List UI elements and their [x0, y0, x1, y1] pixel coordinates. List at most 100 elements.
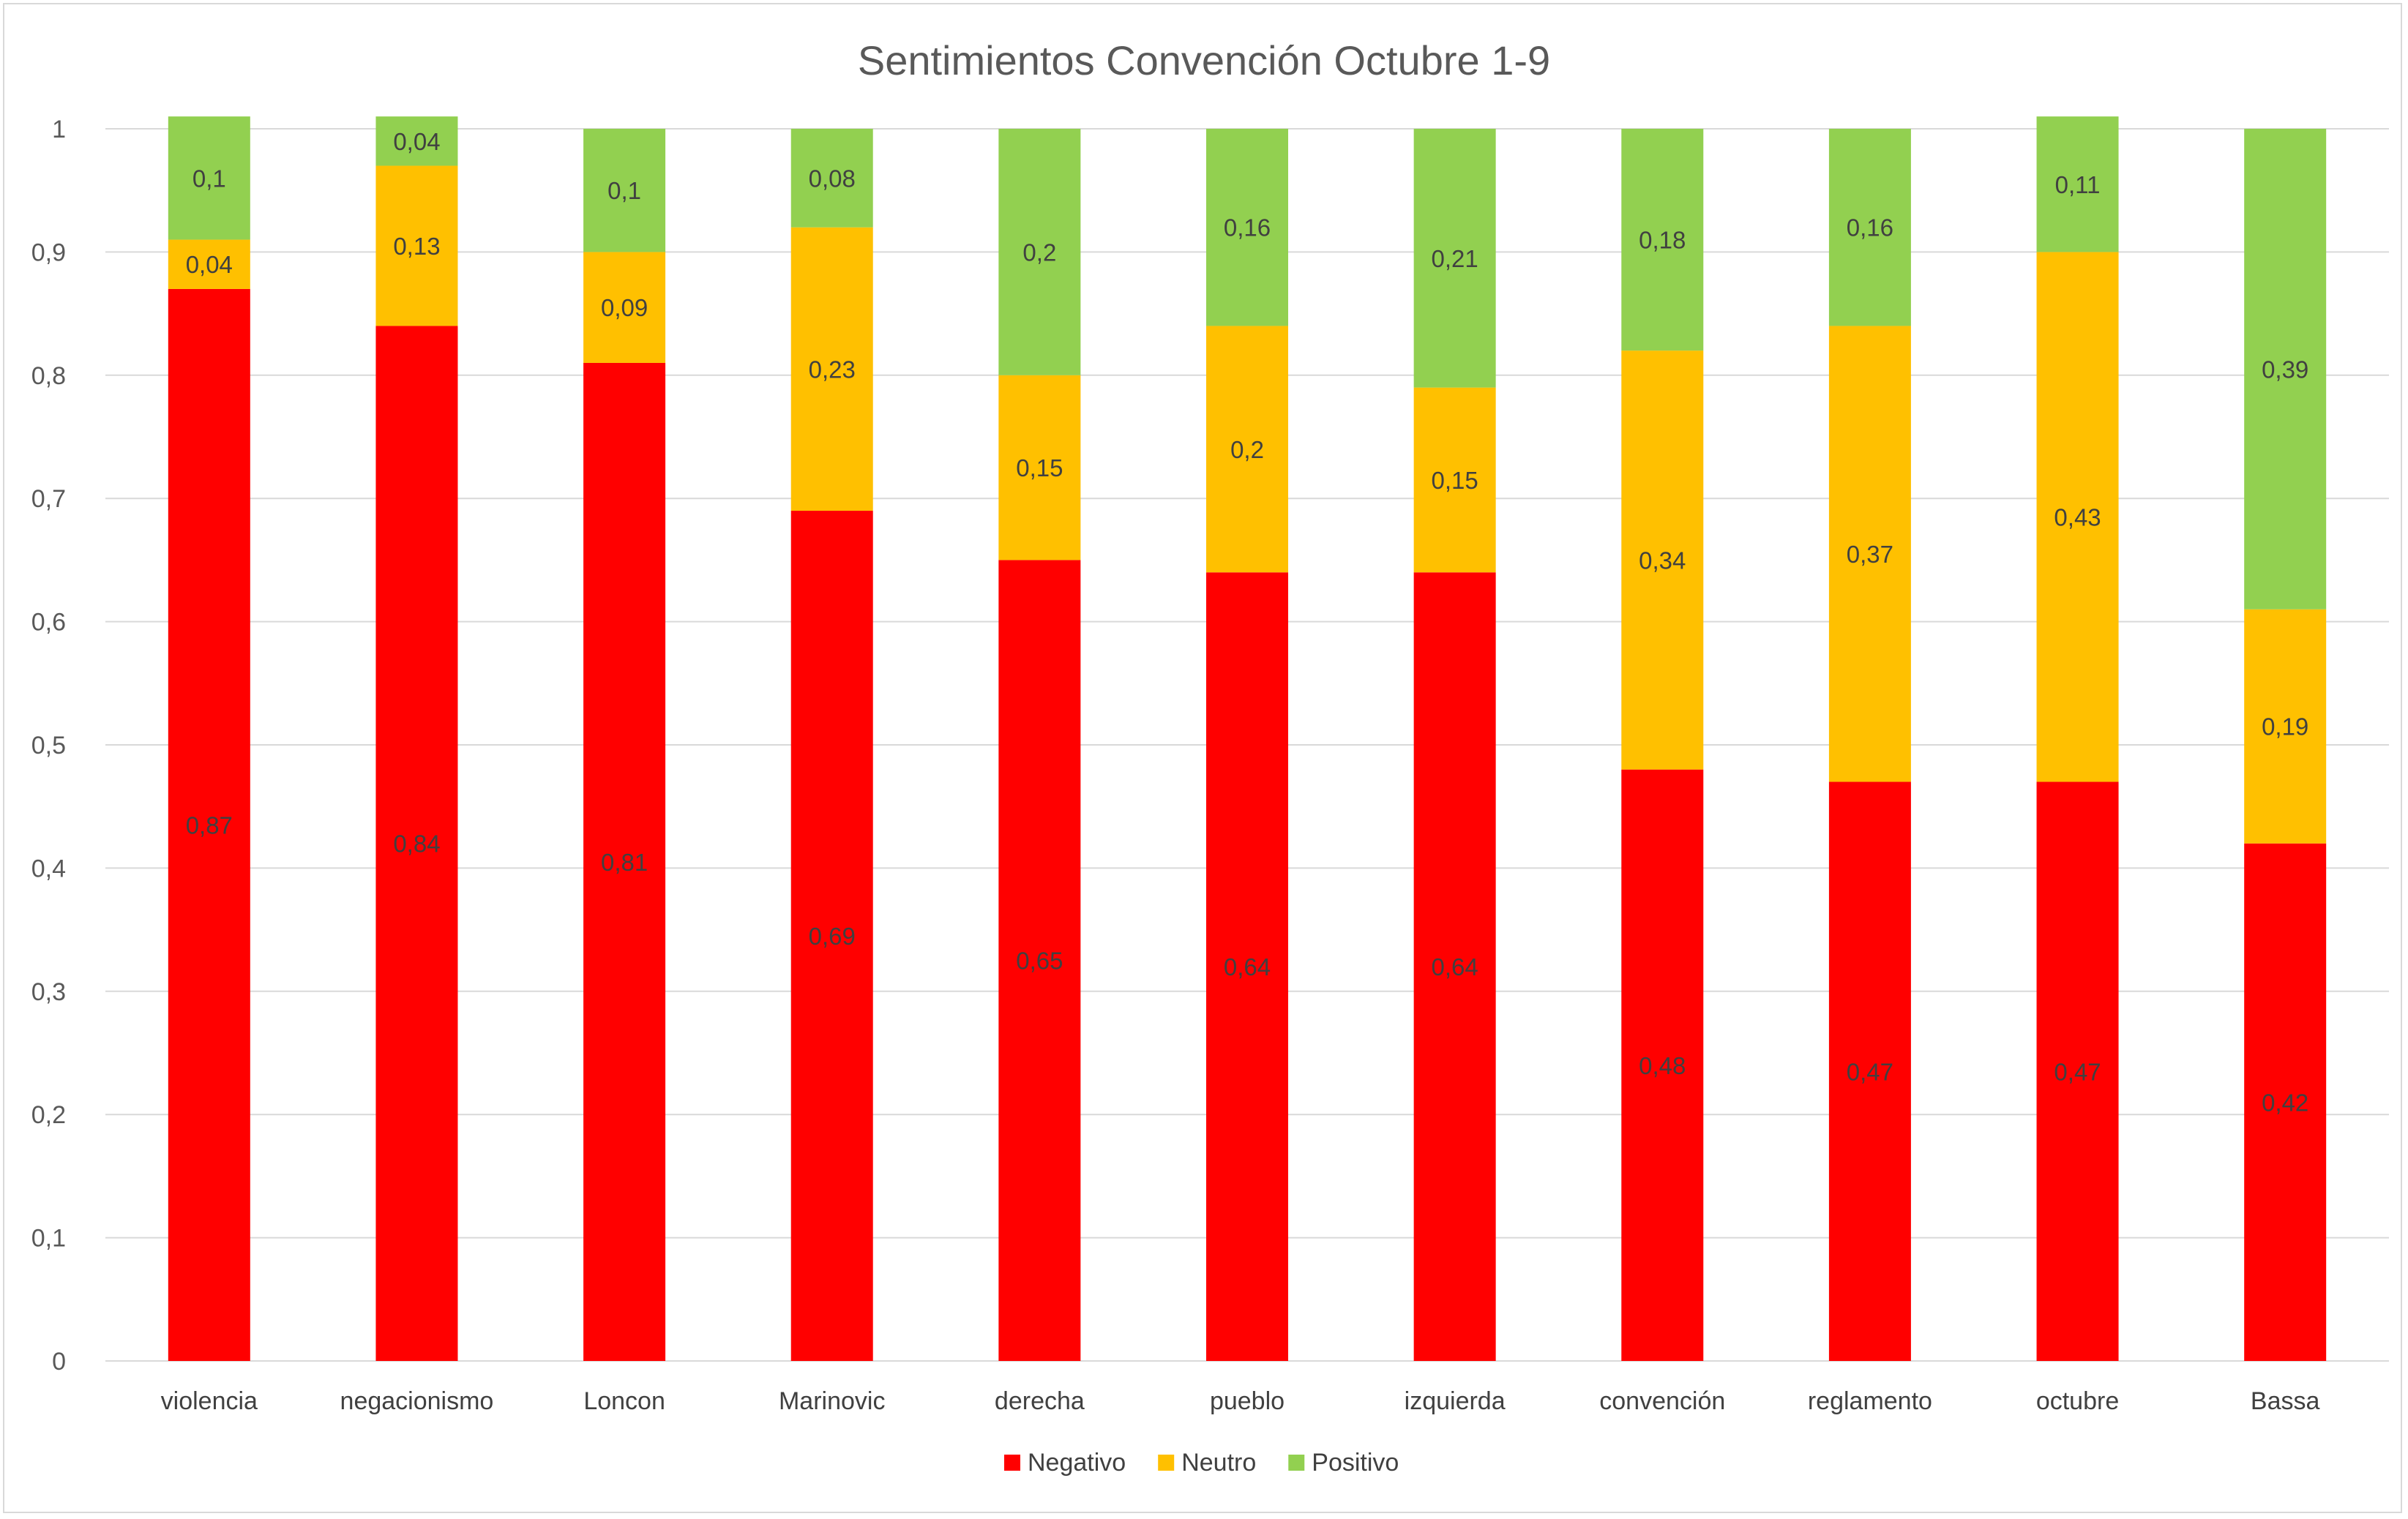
bar-segment-negativo [1413, 572, 1496, 1361]
legend: Negativo Neutro Positivo [1004, 1449, 1399, 1477]
bar-segment-negativo [998, 560, 1081, 1361]
category-label: reglamento [1808, 1387, 1932, 1415]
data-label: 0,2 [1230, 436, 1264, 463]
category-label: izquierda [1405, 1387, 1506, 1415]
y-tick-label: 0,2 [31, 1101, 66, 1129]
bar-segment-positivo [375, 116, 458, 166]
bar-segment-neutro [1621, 350, 1704, 770]
legend-swatch-negativo [1004, 1455, 1020, 1471]
data-label: 0,84 [393, 830, 440, 858]
data-label: 0,11 [2055, 171, 2101, 198]
bar-segment-negativo [1206, 572, 1288, 1361]
data-label: 0,87 [186, 811, 233, 839]
y-tick-label: 0,4 [31, 855, 66, 882]
category-label: octubre [2036, 1387, 2119, 1415]
bar-segment-positivo [1621, 129, 1704, 351]
data-label: 0,04 [393, 128, 440, 155]
data-label: 0,09 [601, 294, 648, 321]
y-tick-label: 0,7 [31, 485, 66, 513]
category-label: Marinovic [779, 1387, 885, 1415]
data-label: 0,64 [1432, 953, 1478, 980]
bar-segment-negativo [2036, 781, 2119, 1361]
bar-segment-positivo [790, 129, 873, 228]
bar-segment-negativo [1828, 781, 1911, 1361]
chart-title: Sentimientos Convención Octubre 1-9 [858, 37, 1550, 83]
y-axis-tick-labels: 0 0,1 0,2 0,3 0,4 0,5 0,6 0,7 0,8 0,9 1 [31, 116, 66, 1376]
bar-segment-negativo [375, 326, 458, 1362]
bar-segment-neutro [375, 165, 458, 326]
bar-segment-negativo [583, 362, 666, 1362]
data-label: 0,19 [2262, 713, 2308, 740]
bars [168, 116, 2327, 1362]
bar-segment-neutro [1206, 326, 1288, 573]
x-axis-category-labels: violencia negacionismo Loncon Marinovic dere… [161, 1387, 2320, 1415]
data-label: 0,69 [809, 923, 856, 950]
category-label: derecha [995, 1387, 1085, 1415]
bar-segment-positivo [1413, 129, 1496, 388]
category-label: Bassa [2251, 1387, 2320, 1415]
data-label: 0,43 [2054, 503, 2101, 530]
data-label: 0,21 [1432, 245, 1478, 272]
data-label: 0,48 [1639, 1052, 1686, 1079]
stacked-bar-chart: Sentimientos Convención Octubre 1-9 0 0,1… [31, 37, 2389, 1477]
legend-swatch-neutro [1158, 1455, 1175, 1471]
bar-segment-positivo [1828, 129, 1911, 326]
data-label: 0,47 [1847, 1058, 1893, 1085]
chart-frame: Sentimientos Convención Octubre 1-9 0 0,1… [3, 3, 2402, 1513]
y-tick-label: 0,5 [31, 732, 66, 760]
data-label: 0,13 [393, 233, 440, 260]
data-label: 0,42 [2262, 1089, 2308, 1116]
bar-segment-neutro [2244, 609, 2327, 844]
y-tick-label: 0,1 [31, 1225, 66, 1253]
data-labels: 0,87 0,04 0,1 0,84 0,13 0,04 0,81 0,09 0,1 0,69 0,… [186, 128, 2309, 1117]
bar-segment-positivo [2244, 129, 2327, 610]
bar-segment-positivo [1206, 129, 1288, 326]
bar-segment-negativo [2244, 843, 2327, 1361]
data-label: 0,39 [2262, 356, 2308, 383]
y-tick-label: 1 [52, 116, 66, 143]
bar-segment-neutro [2036, 252, 2119, 782]
data-label: 0,16 [1847, 214, 1893, 241]
data-label: 0,2 [1022, 239, 1056, 266]
data-label: 0,23 [809, 356, 856, 383]
bar-segment-positivo [2036, 116, 2119, 252]
y-tick-label: 0,3 [31, 978, 66, 1006]
data-label: 0,81 [601, 849, 648, 876]
bar-segment-neutro [790, 227, 873, 511]
y-tick-label: 0,9 [31, 239, 66, 266]
data-label: 0,65 [1016, 948, 1063, 975]
data-label: 0,37 [1847, 541, 1893, 568]
data-label: 0,15 [1432, 467, 1478, 494]
bar-segment-positivo [168, 116, 250, 240]
category-label: negacionismo [340, 1387, 494, 1415]
data-label: 0,08 [809, 165, 856, 192]
bar-segment-positivo [998, 129, 1081, 375]
data-label: 0,16 [1224, 214, 1271, 241]
data-label: 0,34 [1639, 547, 1686, 574]
data-label: 0,1 [192, 165, 226, 192]
legend-label: Positivo [1312, 1449, 1399, 1477]
category-label: convención [1599, 1387, 1725, 1415]
data-label: 0,15 [1016, 454, 1063, 481]
bar-segment-negativo [1621, 769, 1704, 1361]
bar-segment-neutro [998, 375, 1081, 560]
category-label: violencia [161, 1387, 258, 1415]
bar-segment-neutro [168, 239, 250, 289]
y-tick-label: 0,6 [31, 609, 66, 637]
bar-segment-neutro [1828, 326, 1911, 782]
data-label: 0,04 [186, 251, 233, 278]
data-label: 0,1 [607, 177, 641, 204]
category-label: Loncon [583, 1387, 665, 1415]
bar-segment-negativo [168, 288, 250, 1361]
bar-segment-positivo [583, 129, 666, 252]
data-label: 0,47 [2054, 1058, 2101, 1085]
y-tick-label: 0 [52, 1348, 66, 1376]
data-label: 0,18 [1639, 227, 1686, 254]
legend-label: Negativo [1028, 1449, 1126, 1477]
legend-label: Neutro [1181, 1449, 1256, 1477]
data-label: 0,64 [1224, 953, 1271, 980]
category-label: pueblo [1210, 1387, 1285, 1415]
legend-swatch-positivo [1288, 1455, 1305, 1471]
bar-segment-negativo [790, 511, 873, 1361]
bar-segment-neutro [1413, 387, 1496, 573]
